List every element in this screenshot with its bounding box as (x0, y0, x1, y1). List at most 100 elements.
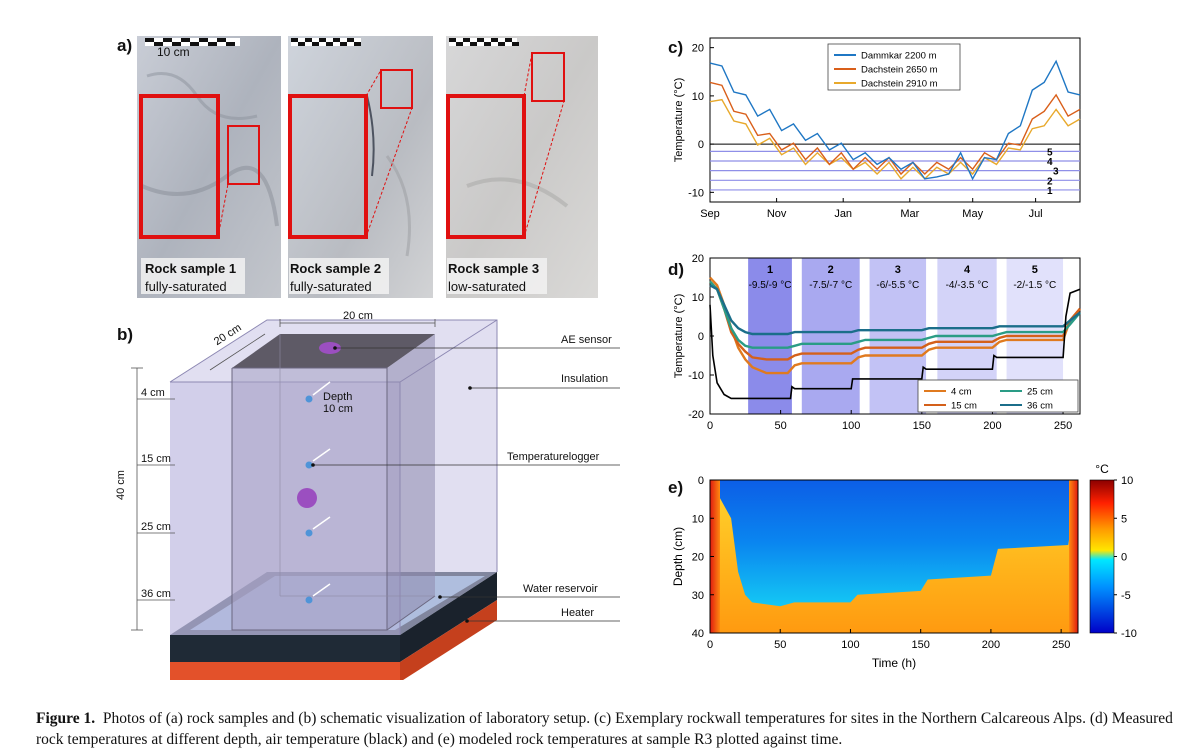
colorbar-tick-label: 0 (1121, 552, 1127, 564)
xtick-label-e: 150 (912, 639, 930, 651)
depth-label-25cm: 25 cm (141, 521, 171, 533)
phase-number-2: 2 (828, 264, 834, 276)
xtick-label-e: 200 (982, 639, 1000, 651)
xtick-label-c: Nov (767, 208, 787, 220)
series-line-dachstein-2910-m (709, 98, 1081, 180)
scale-bar-1 (145, 38, 240, 46)
rock-sample-2-photo (288, 36, 433, 298)
zoom-box-large-1 (139, 94, 220, 239)
zoom-box-small-3 (531, 52, 565, 102)
ytick-label-d: 0 (698, 331, 704, 343)
series-line-dachstein-2650-m (709, 81, 1081, 176)
heatmap-frozen-region (710, 480, 1078, 607)
xtick-label-d: 0 (707, 420, 713, 432)
ylabel-d: Temperature (°C) (673, 294, 685, 378)
zoom-box-large-2 (288, 94, 368, 239)
phase-band-3 (869, 258, 927, 414)
sample-2-name: Rock sample 2 (290, 261, 382, 276)
legend-label-c: Dachstein 2910 m (861, 79, 938, 90)
threshold-label-3: 3 (1053, 167, 1059, 178)
ytick-label-d: 10 (692, 292, 704, 304)
xtick-label-d: 200 (983, 420, 1001, 432)
temperature-logger-36cm (305, 596, 313, 604)
xtick-label-d: 250 (1054, 420, 1072, 432)
series-line-air (709, 288, 1081, 400)
phase-number-1: 1 (767, 264, 773, 276)
ytick-label-e: 30 (692, 590, 704, 602)
temperature-logger-25cm (305, 529, 313, 537)
ytick-label-c: 20 (692, 43, 704, 55)
rock-photos: 10 cm Rock sample 1 fully-saturated Rock… (137, 36, 598, 298)
depth-annotation-line2: 10 cm (323, 403, 353, 415)
xtick-label-d: 50 (774, 420, 786, 432)
callout-temperaturelogger: Temperaturelogger (507, 451, 600, 463)
xtick-label-c: Mar (900, 208, 919, 220)
legend-label-d: 15 cm (951, 401, 977, 412)
rock-sample-1-photo (137, 36, 281, 298)
legend-d (917, 379, 1079, 413)
series-line-15-cm (709, 280, 1081, 361)
heatmap-left-edge (710, 480, 720, 633)
threshold-label-5: 5 (1047, 147, 1053, 158)
zoom-box-large-3 (446, 94, 526, 239)
legend-label-d: 4 cm (951, 387, 972, 398)
xtick-label-c: Jul (1029, 208, 1043, 220)
xtick-label-c: Sep (700, 208, 720, 220)
series-line-25-cm (709, 280, 1081, 349)
ytick-label-d: 20 (692, 253, 704, 265)
colorbar-tick-label: 10 (1121, 475, 1133, 487)
zoom-box-small-2 (380, 69, 413, 109)
depth-label-4cm: 4 cm (141, 387, 165, 399)
temperature-logger-15cm (305, 461, 313, 469)
panel-b-letter: b) (117, 325, 134, 344)
ae-sensor-top (319, 342, 341, 354)
colorbar-unit: °C (1095, 462, 1109, 476)
series-line-36-cm (709, 284, 1081, 336)
sample-3-name: Rock sample 3 (448, 261, 540, 276)
ytick-label-e: 0 (698, 475, 704, 487)
ytick-label-e: 10 (692, 513, 704, 525)
ylabel-c: Temperature (°C) (673, 78, 685, 162)
xtick-label-c: Jan (834, 208, 852, 220)
sample-1-state: fully-saturated (145, 279, 227, 294)
ae-sensor-side (297, 488, 317, 508)
panel-d-letter: d) (668, 260, 685, 279)
ylabel-e: Depth (cm) (671, 527, 685, 586)
scale-label: 10 cm (157, 45, 190, 59)
top-width-label: 20 cm (343, 310, 373, 322)
phase-range-4: -4/-3.5 °C (946, 280, 989, 291)
ytick-label-e: 20 (692, 552, 704, 564)
callout-ae-sensor: AE sensor (561, 334, 612, 346)
caption-text: Photos of (a) rock samples and (b) schem… (36, 710, 1173, 748)
heatmap-right-edge (1069, 480, 1078, 633)
depth-annotation-line1: Depth (323, 391, 353, 403)
phase-range-3: -6/-5.5 °C (876, 280, 919, 291)
height-label: 40 cm (115, 470, 127, 500)
phase-number-5: 5 (1032, 264, 1038, 276)
schematic-canvas (131, 319, 620, 682)
xtick-label-d: 100 (842, 420, 860, 432)
series-line-dammkar-2200-m (709, 59, 1081, 181)
rock-photo-canvas (137, 36, 598, 298)
ytick-label-d: -20 (688, 409, 704, 421)
sample-1-name: Rock sample 1 (145, 261, 237, 276)
panel-a-letter: a) (117, 36, 133, 55)
sample-3-state: low-saturated (448, 279, 527, 294)
phase-band-1 (748, 258, 792, 414)
legend-label-c: Dachstein 2650 m (861, 65, 938, 76)
panel-c-letter: c) (668, 38, 684, 57)
callout-insulation: Insulation (561, 373, 609, 385)
xlabel-e: Time (h) (872, 656, 916, 670)
xtick-label-e: 50 (774, 639, 786, 651)
zoom-box-small-1 (227, 125, 260, 185)
colorbar-tick-label: -10 (1121, 628, 1137, 640)
xtick-label-e: 0 (707, 639, 713, 651)
temperature-logger-4cm (305, 395, 313, 403)
sample-2-state: fully-saturated (290, 279, 372, 294)
legend-label-c: Dammkar 2200 m (861, 51, 937, 62)
figure-caption: Figure 1. Photos of (a) rock samples and… (36, 708, 1176, 750)
threshold-label-2: 2 (1047, 176, 1053, 187)
phase-range-1: -9.5/-9 °C (749, 280, 792, 291)
